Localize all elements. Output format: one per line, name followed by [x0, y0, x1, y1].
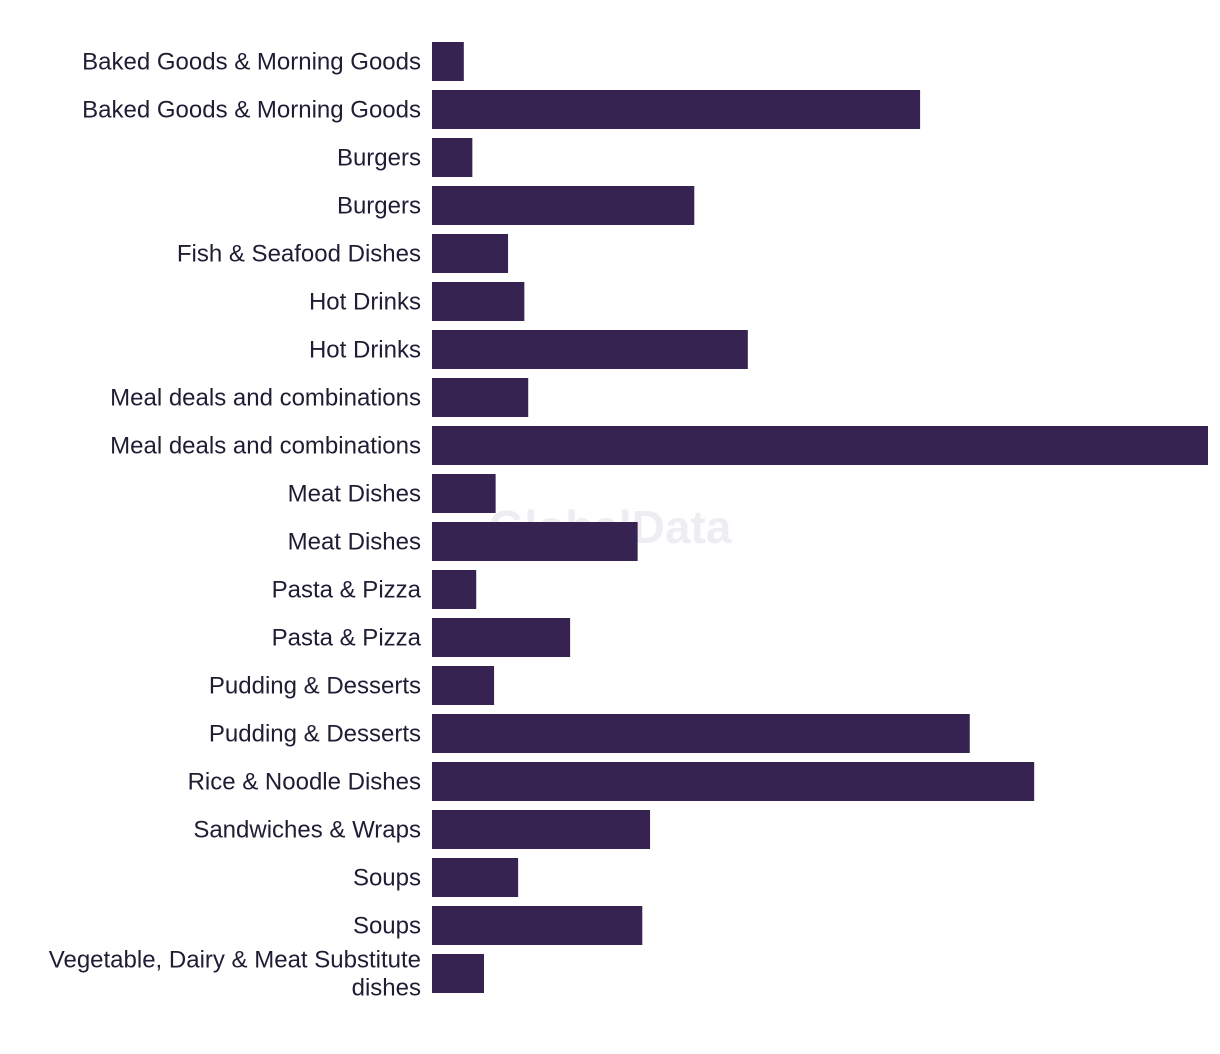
category-label: Pasta & Pizza	[272, 625, 422, 652]
category-label: Vegetable, Dairy & Meat Substitute	[49, 947, 421, 974]
bar	[432, 810, 651, 849]
bar	[432, 330, 748, 369]
bar	[432, 234, 509, 273]
bar	[432, 282, 525, 321]
bar	[432, 618, 571, 657]
bar	[432, 138, 473, 177]
bar	[432, 426, 1208, 465]
bar	[432, 42, 464, 81]
bar	[432, 666, 495, 705]
category-label: Meal deals and combinations	[110, 433, 421, 460]
category-label: Rice & Noodle Dishes	[188, 769, 421, 796]
bars-group	[432, 42, 1208, 993]
bar	[432, 90, 921, 129]
category-label: Soups	[353, 913, 421, 940]
category-label: Pudding & Desserts	[209, 673, 421, 700]
bar	[432, 570, 477, 609]
category-label: Pasta & Pizza	[272, 577, 422, 604]
category-label: Fish & Seafood Dishes	[177, 241, 421, 268]
category-label: Soups	[353, 865, 421, 892]
bar	[432, 378, 529, 417]
category-label: Burgers	[337, 145, 421, 172]
category-label: Pudding & Desserts	[209, 721, 421, 748]
category-label: dishes	[352, 975, 421, 1002]
bar	[432, 474, 496, 513]
bar	[432, 762, 1035, 801]
bar	[432, 858, 519, 897]
category-label: Baked Goods & Morning Goods	[82, 97, 421, 124]
category-labels-group: Baked Goods & Morning Goods Baked Goods &…	[49, 49, 422, 1002]
bar	[432, 714, 970, 753]
category-label: Hot Drinks	[309, 289, 421, 316]
bar	[432, 186, 695, 225]
bar	[432, 906, 643, 945]
category-label: Sandwiches & Wraps	[193, 817, 421, 844]
category-label: Burgers	[337, 193, 421, 220]
bar	[432, 522, 638, 561]
category-label: Meat Dishes	[288, 481, 421, 508]
category-label: Hot Drinks	[309, 337, 421, 364]
category-label: Meat Dishes	[288, 529, 421, 556]
bar	[432, 954, 484, 993]
category-label: Meal deals and combinations	[110, 385, 421, 412]
category-label: Baked Goods & Morning Goods	[82, 49, 421, 76]
